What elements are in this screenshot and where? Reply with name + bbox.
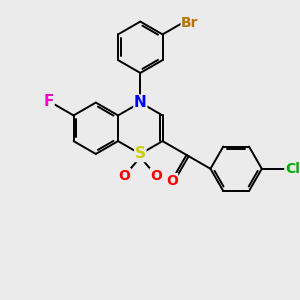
Text: Br: Br: [181, 16, 199, 30]
Text: Cl: Cl: [285, 162, 300, 176]
Text: O: O: [118, 169, 130, 183]
Text: O: O: [166, 174, 178, 188]
Text: O: O: [150, 169, 162, 183]
Text: N: N: [134, 95, 147, 110]
Text: S: S: [135, 146, 146, 161]
Text: F: F: [44, 94, 54, 109]
